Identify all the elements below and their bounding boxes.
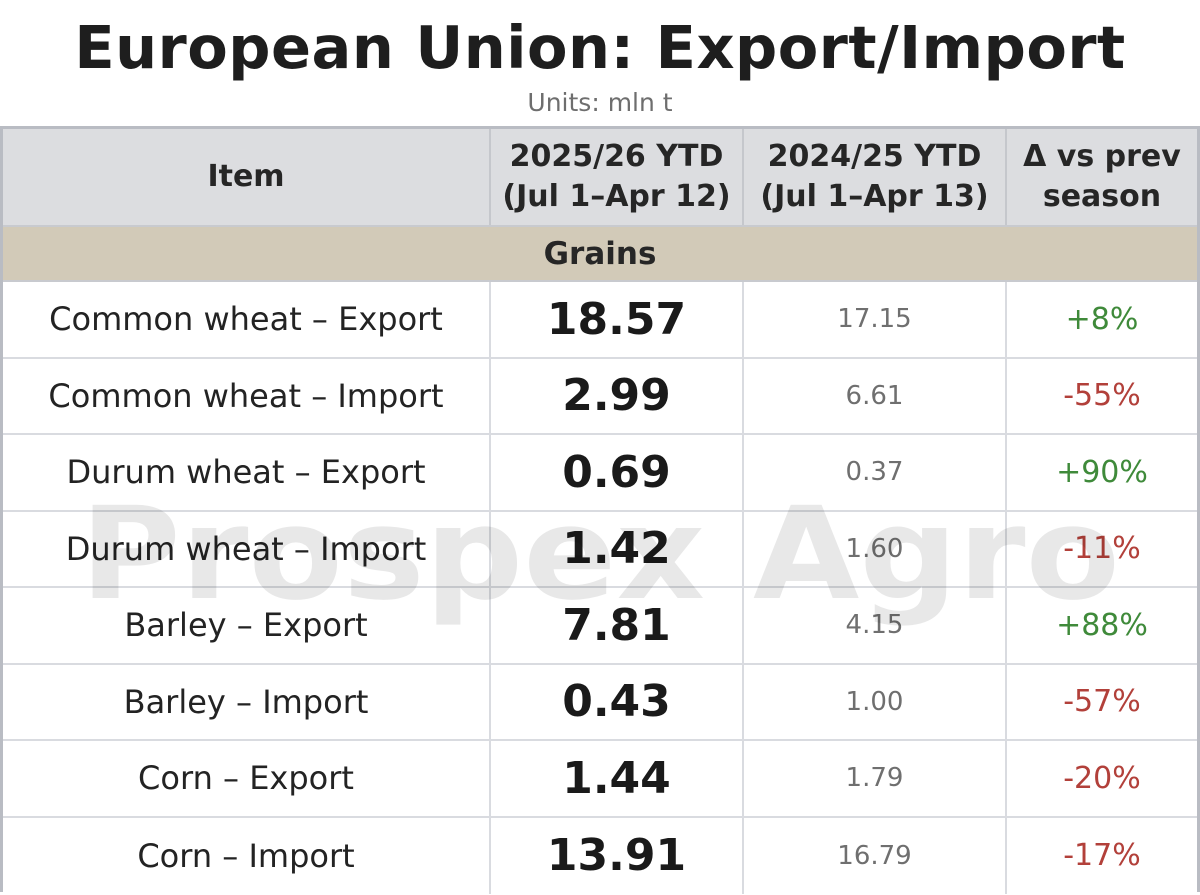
table-row: Durum wheat – Export 0.69 0.37 +90% — [3, 435, 1197, 512]
cell-previous: 1.60 — [744, 511, 1007, 586]
table-row: Corn – Export 1.44 1.79 -20% — [3, 741, 1197, 818]
data-table: Item 2025/26 YTD (Jul 1–Apr 12) 2024/25 … — [0, 126, 1200, 894]
header-previous-season: 2024/25 YTD (Jul 1–Apr 13) — [744, 129, 1007, 225]
header-previous-line2: (Jul 1–Apr 13) — [760, 179, 989, 214]
cell-current: 1.44 — [491, 741, 744, 816]
cell-previous: 1.79 — [744, 741, 1007, 816]
cell-previous: 4.15 — [744, 588, 1007, 663]
cell-previous: 6.61 — [744, 358, 1007, 433]
cell-item: Barley – Export — [3, 588, 491, 663]
header-change: Δ vs prev season — [1007, 129, 1197, 225]
header-current-season: 2025/26 YTD (Jul 1–Apr 12) — [491, 129, 744, 225]
cell-previous: 17.15 — [744, 282, 1007, 357]
table-row: Durum wheat – Import 1.42 1.60 -11% — [3, 511, 1197, 588]
cell-current: 0.69 — [491, 435, 744, 510]
cell-item: Durum wheat – Import — [3, 511, 491, 586]
cell-change: -57% — [1063, 684, 1141, 720]
cell-current: 18.57 — [491, 282, 744, 357]
cell-change: -55% — [1063, 378, 1141, 414]
cell-change: +88% — [1056, 607, 1148, 643]
units-subtitle: Units: mln t — [527, 88, 673, 117]
header-current-line1: 2025/26 YTD — [509, 139, 724, 174]
header-previous-line1: 2024/25 YTD — [767, 139, 982, 174]
header-current-line2: (Jul 1–Apr 12) — [502, 179, 731, 214]
cell-item: Common wheat – Export — [3, 282, 491, 357]
cell-previous: 0.37 — [744, 435, 1007, 510]
cell-change: -20% — [1063, 760, 1141, 796]
group-row-grains: Grains — [3, 227, 1197, 282]
cell-change: +8% — [1065, 301, 1139, 337]
table-header: Item 2025/26 YTD (Jul 1–Apr 12) 2024/25 … — [3, 129, 1197, 227]
cell-current: 1.42 — [491, 511, 744, 586]
cell-current: 13.91 — [491, 817, 744, 894]
table-row: Barley – Import 0.43 1.00 -57% — [3, 664, 1197, 741]
cell-current: 2.99 — [491, 358, 744, 433]
table-row: Corn – Import 13.91 16.79 -17% — [3, 817, 1197, 894]
cell-change: -17% — [1063, 838, 1141, 874]
header-item: Item — [3, 129, 491, 225]
cell-previous: 1.00 — [744, 664, 1007, 739]
header-item-line1: Item — [207, 159, 285, 194]
cell-item: Durum wheat – Export — [3, 435, 491, 510]
header-change-line2: season — [1042, 179, 1162, 214]
page-title: European Union: Export/Import — [74, 13, 1126, 82]
cell-item: Common wheat – Import — [3, 358, 491, 433]
cell-change: +90% — [1056, 454, 1148, 490]
cell-change: -11% — [1063, 531, 1141, 567]
table-row: Common wheat – Export 18.57 17.15 +8% — [3, 282, 1197, 359]
cell-item: Corn – Import — [3, 817, 491, 894]
group-label: Grains — [543, 235, 657, 272]
cell-previous: 16.79 — [744, 817, 1007, 894]
cell-item: Corn – Export — [3, 741, 491, 816]
cell-item: Barley – Import — [3, 664, 491, 739]
cell-current: 7.81 — [491, 588, 744, 663]
cell-current: 0.43 — [491, 664, 744, 739]
header-change-line1: Δ vs prev — [1023, 139, 1181, 174]
table-row: Barley – Export 7.81 4.15 +88% — [3, 588, 1197, 665]
table-row: Common wheat – Import 2.99 6.61 -55% — [3, 358, 1197, 435]
